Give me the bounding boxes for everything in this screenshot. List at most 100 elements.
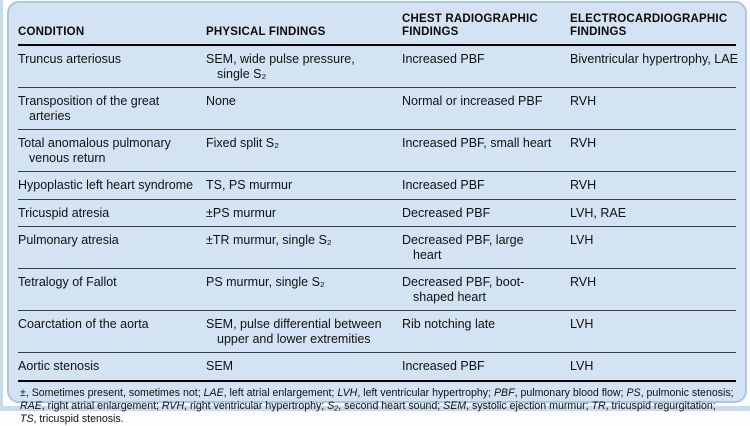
table-cell: SEM, wide pulse pressure, single S₂ bbox=[206, 45, 402, 88]
table-footnote: ±, Sometimes present, sometimes not; LAE… bbox=[18, 382, 736, 426]
footnote-abbreviation: RVH bbox=[161, 399, 185, 412]
table-cell: Pulmonary atresia bbox=[18, 226, 206, 269]
footnote-abbreviation: PBF bbox=[493, 386, 515, 399]
cell-line: single S₂ bbox=[217, 66, 267, 81]
table-cell: RVH bbox=[570, 171, 736, 200]
column-header: PHYSICAL FINDINGS bbox=[206, 5, 402, 46]
cell-line: RVH bbox=[570, 178, 597, 192]
footnote-text: , tricuspid regurgitation; bbox=[605, 399, 716, 412]
header-row: CONDITION PHYSICAL FINDINGS CHEST RADIOGRA… bbox=[18, 5, 736, 46]
cell-line: shaped heart bbox=[413, 289, 486, 304]
page-edge-strip-left bbox=[0, 0, 3, 411]
table-cell: Increased PBF bbox=[402, 352, 570, 382]
table-row: Truncus arteriosus SEM, wide pulse pressu… bbox=[18, 45, 738, 88]
cell-line: FINDINGS bbox=[402, 26, 459, 38]
table-cell: Transposition of the great arteries bbox=[18, 87, 206, 130]
table-cell: Decreased PBF, large heart bbox=[402, 226, 570, 269]
table-cell: Increased PBF, small heart bbox=[402, 129, 570, 172]
table-cell: Total anomalous pulmonary venous return bbox=[18, 129, 206, 172]
cell-line: upper and lower extremities bbox=[217, 331, 371, 346]
footnote-text: , pulmonic stenosis; bbox=[640, 386, 734, 399]
cell-line: TS, PS murmur bbox=[206, 178, 293, 192]
table-cell: SEM bbox=[206, 352, 402, 382]
table-cell: Decreased PBF bbox=[402, 199, 570, 227]
table-cell: None bbox=[206, 87, 402, 130]
table-cell: RVH bbox=[570, 268, 736, 311]
cell-line: RVH bbox=[570, 136, 597, 150]
table-cell: ±TR murmur, single S₂ bbox=[206, 226, 402, 269]
cell-line: Coarctation of the aorta bbox=[18, 317, 149, 331]
table-cell: Coarctation of the aorta bbox=[18, 310, 206, 353]
cell-line: Aortic stenosis bbox=[18, 359, 100, 373]
footnote-abbreviation: PS bbox=[626, 386, 641, 399]
footnote-abbreviation: SEM bbox=[443, 399, 467, 412]
cell-line: Tricuspid atresia bbox=[18, 205, 110, 220]
table-cell: LVH, RAE bbox=[570, 199, 736, 227]
cell-line: Rib notching late bbox=[402, 317, 496, 331]
cell-line: None bbox=[206, 94, 236, 108]
table-cell: Hypoplastic left heart syndrome bbox=[18, 171, 206, 200]
cell-line: ±PS murmur bbox=[206, 205, 277, 220]
cell-line: SEM, wide pulse pressure, bbox=[206, 52, 355, 66]
cell-line: SEM bbox=[206, 359, 234, 373]
cell-line: LVH bbox=[570, 359, 594, 373]
table-cell: RVH bbox=[570, 129, 736, 172]
cell-line: ELECTROCARDIOGRAPHIC bbox=[570, 13, 728, 25]
footnote-text: , second heart sound; bbox=[338, 399, 444, 412]
footnote-abbreviation: LAE bbox=[203, 386, 224, 399]
table-row: Transposition of the great arteries None No… bbox=[18, 87, 736, 130]
footnote-text: , left ventricular hypertrophy; bbox=[357, 386, 494, 399]
cell-line: Decreased PBF, large bbox=[402, 233, 524, 247]
table-cell: Decreased PBF, boot-shaped heart bbox=[402, 268, 570, 311]
cell-line: Biventricular hypertrophy, LAE bbox=[570, 52, 738, 66]
table-cell: Tricuspid atresia bbox=[18, 199, 206, 227]
footnote-text: ±, Sometimes present, sometimes not; bbox=[20, 386, 204, 399]
cell-line: LVH, RAE bbox=[570, 205, 627, 220]
cell-line: LVH bbox=[570, 233, 594, 247]
table-cell: TS, PS murmur bbox=[206, 171, 402, 200]
table-row: Total anomalous pulmonary venous return Fi… bbox=[18, 129, 736, 172]
table-cell: ±PS murmur bbox=[206, 199, 402, 227]
footnote-text: , left atrial enlargement; bbox=[223, 386, 338, 399]
column-header: CONDITION bbox=[18, 5, 206, 46]
cell-line: Normal or increased PBF bbox=[402, 94, 543, 108]
cell-line: Total anomalous pulmonary bbox=[18, 136, 171, 150]
table-body: Truncus arteriosus SEM, wide pulse pressu… bbox=[18, 45, 738, 382]
cell-line: Truncus arteriosus bbox=[18, 52, 122, 66]
cell-line: LVH bbox=[570, 317, 594, 331]
footnote-abbreviation: TR bbox=[591, 399, 606, 412]
cell-line: Tetralogy of Fallot bbox=[18, 275, 117, 289]
cell-line: Increased PBF, small heart bbox=[402, 136, 552, 150]
cell-line: Fixed split S₂ bbox=[206, 136, 279, 150]
table-cell: RVH bbox=[570, 87, 736, 130]
table-row: Coarctation of the aorta SEM, pulse diffe… bbox=[18, 310, 736, 353]
cell-line: Increased PBF bbox=[402, 359, 485, 373]
table-cell: Biventricular hypertrophy, LAE bbox=[570, 45, 738, 88]
cell-line: Increased PBF bbox=[402, 52, 485, 66]
table-cell: LVH bbox=[570, 310, 736, 353]
table-cell: Increased PBF bbox=[402, 45, 570, 88]
footnote-abbreviation: TS bbox=[20, 412, 34, 425]
cell-line: CHEST RADIOGRAPHIC bbox=[402, 13, 538, 25]
cell-line: CONDITION bbox=[18, 26, 85, 38]
cell-line: Increased PBF bbox=[402, 178, 485, 192]
table-row: Tricuspid atresia ±PS murmur Decreased PBF… bbox=[18, 199, 736, 227]
table-cell: Aortic stenosis bbox=[18, 352, 206, 382]
footnote-text: , tricuspid stenosis. bbox=[33, 412, 124, 425]
table-cell: Rib notching late bbox=[402, 310, 570, 353]
footnote-text: , systolic ejection murmur; bbox=[466, 399, 592, 412]
cell-line: PS murmur, single S₂ bbox=[206, 275, 325, 289]
cell-line: Pulmonary atresia bbox=[18, 233, 119, 247]
footnote-abbreviation: LVH bbox=[337, 386, 358, 399]
cell-line: arteries bbox=[29, 108, 71, 123]
cell-line: venous return bbox=[29, 150, 106, 165]
table-cell: LVH bbox=[570, 352, 736, 382]
cell-line: Hypoplastic left heart syndrome bbox=[18, 178, 194, 192]
table-cell: LVH bbox=[570, 226, 736, 269]
cell-line: SEM, pulse differential between bbox=[206, 317, 382, 331]
cell-line: Decreased PBF bbox=[402, 205, 491, 220]
footnote-abbreviation: RAE bbox=[20, 399, 42, 412]
cell-line: Transposition of the great bbox=[18, 94, 160, 108]
table-cell: Normal or increased PBF bbox=[402, 87, 570, 130]
table-row: Tetralogy of Fallot PS murmur, single S₂ D… bbox=[18, 268, 736, 311]
